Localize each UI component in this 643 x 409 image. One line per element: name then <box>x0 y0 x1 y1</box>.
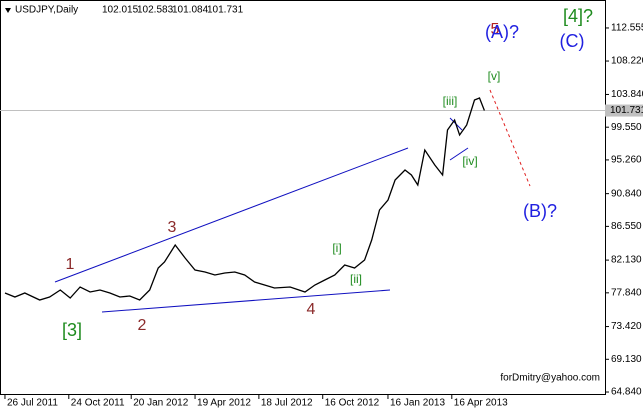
x-tick-label: 19 Apr 2012 <box>197 398 251 409</box>
wave-label: [i] <box>332 241 341 255</box>
y-tick-label: 99.550 <box>611 122 642 133</box>
ohlc-value: 101.731 <box>207 5 244 16</box>
x-tick-label: 18 Jul 2012 <box>261 398 313 409</box>
ohlc-value: 102.583 <box>137 5 174 16</box>
trend-line <box>449 147 469 161</box>
wave-label: 4 <box>307 301 316 318</box>
wave-label: 5 <box>491 21 500 38</box>
price-line <box>4 97 486 301</box>
wave-label: [iii] <box>443 94 458 108</box>
wave-label: [v] <box>488 69 501 83</box>
wave-label: [3] <box>62 320 82 340</box>
x-tick-label: 16 Oct 2012 <box>325 398 380 409</box>
x-tick-label: 20 Jan 2012 <box>133 398 188 409</box>
y-tick-label: 86.550 <box>611 221 642 232</box>
wave-label: (A)? <box>485 22 519 42</box>
x-tick-label: 16 Apr 2013 <box>454 398 508 409</box>
y-tick-label: 82.130 <box>611 255 642 266</box>
y-tick-label: 77.840 <box>611 287 642 298</box>
wave-label: 3 <box>168 219 177 236</box>
x-tick-label: 24 Oct 2011 <box>71 398 125 409</box>
y-tick-label: 108.220 <box>611 56 643 67</box>
trend-line <box>101 289 391 313</box>
symbol-icon <box>5 8 11 13</box>
symbol: USDJPY,Daily <box>15 5 78 16</box>
last-price-box <box>605 104 643 117</box>
wave-label: [iv] <box>462 154 477 168</box>
x-tick-label: 16 Jan 2013 <box>390 398 445 409</box>
x-tick-label: 26 Jul 2011 <box>7 398 58 409</box>
y-tick-label: 69.130 <box>611 354 642 365</box>
wave-label: (B)? <box>523 201 557 221</box>
wave-label: 2 <box>138 317 147 334</box>
wave-label: (C) <box>560 31 585 51</box>
y-tick-label: 112.555 <box>611 23 643 34</box>
y-tick-label: 90.840 <box>611 188 642 199</box>
watermark: forDmitry@yahoo.com <box>500 373 600 384</box>
ohlc-value: 101.084 <box>172 5 209 16</box>
y-tick-label: 64.840 <box>611 387 642 398</box>
plot-frame <box>0 0 606 395</box>
wave-label: [4]? <box>563 6 593 26</box>
wave-label: [ii] <box>350 272 362 286</box>
y-tick-label: 95.260 <box>611 155 642 166</box>
trend-line <box>54 147 409 283</box>
y-tick-label: 103.840 <box>611 89 643 100</box>
wave-label: 1 <box>66 256 75 273</box>
ohlc-value: 102.015 <box>102 5 139 16</box>
y-tick-label: 73.420 <box>611 321 642 332</box>
last-price-label: 101.731 <box>610 105 643 116</box>
projection-line <box>489 89 531 187</box>
